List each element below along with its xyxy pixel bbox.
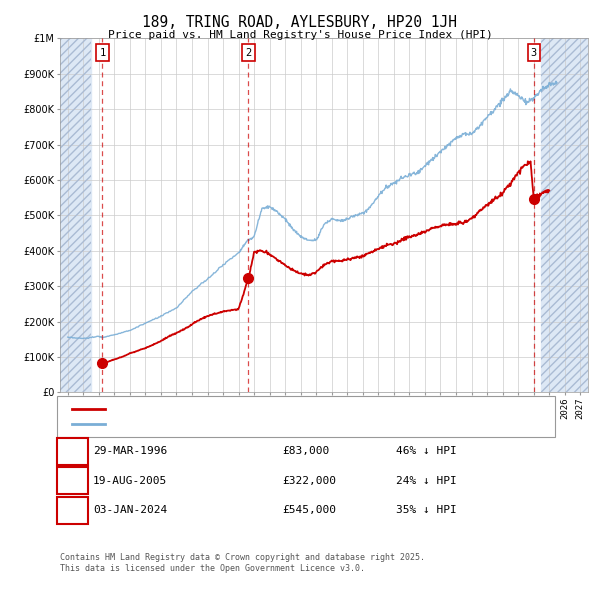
Text: 1: 1 (99, 48, 106, 57)
Text: 3: 3 (69, 506, 76, 515)
Text: 1: 1 (69, 447, 76, 456)
Text: Price paid vs. HM Land Registry's House Price Index (HPI): Price paid vs. HM Land Registry's House … (107, 30, 493, 40)
Text: Contains HM Land Registry data © Crown copyright and database right 2025.
This d: Contains HM Land Registry data © Crown c… (60, 553, 425, 573)
Bar (60, 38, 91, 392)
Bar (541, 38, 588, 392)
Bar (60, 38, 91, 392)
Text: 24% ↓ HPI: 24% ↓ HPI (396, 476, 457, 486)
Text: £545,000: £545,000 (282, 506, 336, 515)
Text: £322,000: £322,000 (282, 476, 336, 486)
Text: 46% ↓ HPI: 46% ↓ HPI (396, 447, 457, 456)
Text: 35% ↓ HPI: 35% ↓ HPI (396, 506, 457, 515)
Text: 29-MAR-1996: 29-MAR-1996 (93, 447, 167, 456)
Bar (541, 38, 588, 392)
Text: 2: 2 (69, 476, 76, 486)
Text: 03-JAN-2024: 03-JAN-2024 (93, 506, 167, 515)
Text: 19-AUG-2005: 19-AUG-2005 (93, 476, 167, 486)
Text: £83,000: £83,000 (282, 447, 329, 456)
Text: 189, TRING ROAD, AYLESBURY, HP20 1JH: 189, TRING ROAD, AYLESBURY, HP20 1JH (143, 15, 458, 30)
Text: 3: 3 (530, 48, 537, 57)
Text: 189, TRING ROAD, AYLESBURY, HP20 1JH (detached house): 189, TRING ROAD, AYLESBURY, HP20 1JH (de… (111, 404, 422, 414)
Text: 2: 2 (245, 48, 251, 57)
Text: HPI: Average price, detached house, Buckinghamshire: HPI: Average price, detached house, Buck… (111, 419, 410, 430)
